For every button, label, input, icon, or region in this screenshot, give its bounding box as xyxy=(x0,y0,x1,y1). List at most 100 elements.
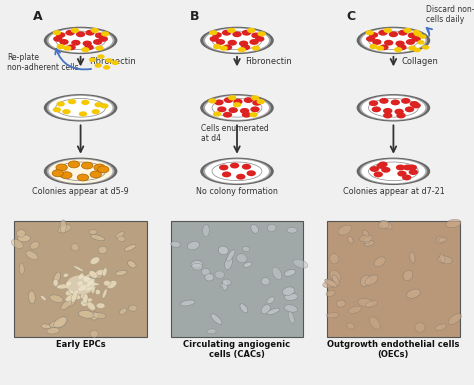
Ellipse shape xyxy=(381,167,391,173)
Ellipse shape xyxy=(191,261,203,268)
Ellipse shape xyxy=(244,262,252,267)
Ellipse shape xyxy=(56,101,65,107)
Ellipse shape xyxy=(60,220,66,233)
Ellipse shape xyxy=(230,162,239,169)
Ellipse shape xyxy=(124,245,136,251)
Ellipse shape xyxy=(46,328,59,334)
Ellipse shape xyxy=(84,272,95,278)
Text: Discard non-adherent
cells daily: Discard non-adherent cells daily xyxy=(426,5,474,24)
Ellipse shape xyxy=(218,246,228,255)
Ellipse shape xyxy=(251,95,259,100)
Text: No colony formation: No colony formation xyxy=(196,187,278,196)
Ellipse shape xyxy=(63,45,72,51)
Ellipse shape xyxy=(205,159,269,183)
Ellipse shape xyxy=(348,236,353,243)
Ellipse shape xyxy=(256,99,265,104)
Ellipse shape xyxy=(17,230,26,237)
Ellipse shape xyxy=(209,30,218,35)
Text: Colonies appear at d7-21: Colonies appear at d7-21 xyxy=(343,187,444,196)
Ellipse shape xyxy=(242,246,250,251)
Ellipse shape xyxy=(41,296,46,301)
Ellipse shape xyxy=(28,291,35,304)
Ellipse shape xyxy=(66,281,72,286)
Ellipse shape xyxy=(364,238,370,244)
Ellipse shape xyxy=(203,28,271,53)
Ellipse shape xyxy=(227,249,235,261)
Ellipse shape xyxy=(240,108,249,114)
Ellipse shape xyxy=(41,324,51,329)
Ellipse shape xyxy=(211,314,222,324)
Ellipse shape xyxy=(111,60,119,65)
Ellipse shape xyxy=(54,317,67,328)
Ellipse shape xyxy=(378,30,388,36)
Ellipse shape xyxy=(71,292,77,302)
Ellipse shape xyxy=(410,101,419,107)
Ellipse shape xyxy=(26,251,38,260)
Ellipse shape xyxy=(439,238,447,242)
Ellipse shape xyxy=(207,329,216,334)
Text: Collagen: Collagen xyxy=(402,57,439,66)
Ellipse shape xyxy=(46,159,115,184)
Ellipse shape xyxy=(56,44,65,49)
Ellipse shape xyxy=(128,261,136,268)
Ellipse shape xyxy=(49,321,62,328)
Ellipse shape xyxy=(446,219,461,228)
Ellipse shape xyxy=(56,284,69,289)
Ellipse shape xyxy=(283,287,295,296)
Ellipse shape xyxy=(208,98,217,104)
Ellipse shape xyxy=(246,170,256,176)
Ellipse shape xyxy=(359,28,428,53)
Ellipse shape xyxy=(417,40,425,45)
Ellipse shape xyxy=(215,271,225,278)
Ellipse shape xyxy=(225,256,232,270)
Ellipse shape xyxy=(97,54,105,59)
Ellipse shape xyxy=(91,287,95,294)
Ellipse shape xyxy=(82,294,88,303)
Ellipse shape xyxy=(222,280,228,290)
Ellipse shape xyxy=(408,32,417,38)
Ellipse shape xyxy=(95,290,100,295)
Ellipse shape xyxy=(411,102,421,109)
Ellipse shape xyxy=(79,310,95,318)
Ellipse shape xyxy=(49,28,113,52)
Ellipse shape xyxy=(383,28,392,33)
Ellipse shape xyxy=(247,28,255,33)
Ellipse shape xyxy=(102,289,107,298)
Ellipse shape xyxy=(11,239,23,248)
Ellipse shape xyxy=(213,44,221,49)
Ellipse shape xyxy=(62,109,71,114)
Ellipse shape xyxy=(102,268,107,276)
Ellipse shape xyxy=(71,28,79,33)
Ellipse shape xyxy=(82,287,89,291)
Ellipse shape xyxy=(78,285,87,291)
Ellipse shape xyxy=(50,295,63,302)
Bar xyxy=(14,221,147,337)
Ellipse shape xyxy=(284,293,298,300)
Ellipse shape xyxy=(398,30,408,36)
Ellipse shape xyxy=(57,316,68,328)
Ellipse shape xyxy=(95,45,104,51)
Ellipse shape xyxy=(205,28,269,52)
Ellipse shape xyxy=(405,106,414,112)
Ellipse shape xyxy=(94,102,103,107)
Ellipse shape xyxy=(272,267,282,280)
Ellipse shape xyxy=(403,28,412,33)
Ellipse shape xyxy=(72,290,79,295)
Ellipse shape xyxy=(448,314,461,325)
Ellipse shape xyxy=(436,236,444,243)
Ellipse shape xyxy=(233,102,241,107)
Ellipse shape xyxy=(408,45,417,51)
Ellipse shape xyxy=(71,244,79,251)
Ellipse shape xyxy=(79,111,87,117)
Ellipse shape xyxy=(363,231,369,236)
Ellipse shape xyxy=(228,40,237,46)
Ellipse shape xyxy=(365,30,374,35)
Ellipse shape xyxy=(396,164,405,171)
Ellipse shape xyxy=(252,100,262,106)
Ellipse shape xyxy=(87,302,95,310)
Ellipse shape xyxy=(242,30,251,36)
Ellipse shape xyxy=(232,31,242,37)
Ellipse shape xyxy=(227,28,236,33)
Ellipse shape xyxy=(237,47,246,52)
Ellipse shape xyxy=(68,290,77,295)
